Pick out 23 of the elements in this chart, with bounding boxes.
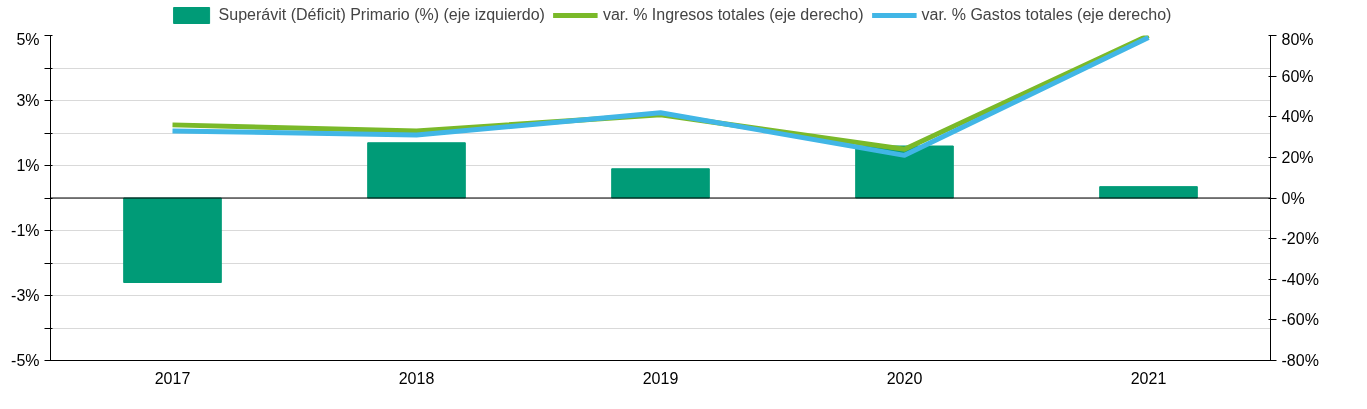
- x-tick-label: 2021: [1130, 369, 1167, 387]
- y2-tick-label: -80%: [1281, 352, 1319, 369]
- x-tick-label: 2019: [642, 369, 679, 387]
- y-tick-label: 3%: [16, 92, 40, 109]
- y2-tick-label: 80%: [1281, 30, 1314, 48]
- legend-label: var. % Ingresos totales (eje derecho): [602, 6, 864, 24]
- x-tick-label: 2017: [154, 369, 191, 387]
- legend-label: var. % Gastos totales (eje derecho): [921, 6, 1172, 24]
- y2-tick-label: 20%: [1281, 148, 1314, 166]
- legend-label: Superávit (Déficit) Primario (%) (eje izquierdo): [218, 6, 545, 24]
- y2-tick-label: 60%: [1281, 67, 1314, 85]
- y-tick-label: -3%: [11, 287, 40, 304]
- y2-tick-label: -20%: [1281, 230, 1319, 248]
- y-tick-label: -1%: [11, 222, 40, 239]
- y-tick-label: 1%: [16, 157, 40, 174]
- y2-tick-label: 40%: [1281, 108, 1314, 126]
- y2-tick-label: -40%: [1281, 270, 1319, 288]
- x-tick-label: 2018: [398, 369, 435, 387]
- y-tick-label: 5%: [16, 30, 40, 48]
- y-tick-label: -5%: [11, 352, 40, 369]
- x-tick-label: 2020: [886, 369, 923, 387]
- y2-tick-label: 0%: [1281, 189, 1305, 207]
- y2-tick-label: -60%: [1281, 311, 1319, 329]
